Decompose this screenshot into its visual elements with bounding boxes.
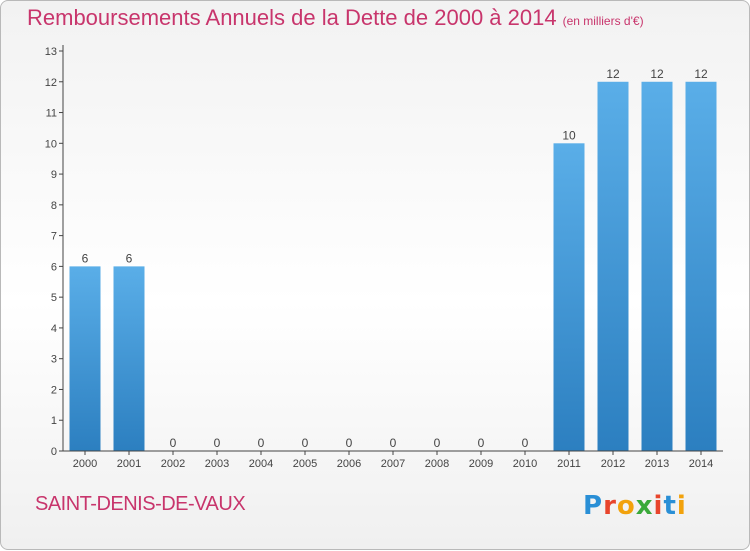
y-tick-label: 3 xyxy=(51,354,57,366)
x-tick-label: 2013 xyxy=(645,458,669,470)
bar-value-label: 12 xyxy=(650,67,664,81)
x-tick-label: 2014 xyxy=(689,458,713,470)
x-tick-label: 2008 xyxy=(425,458,449,470)
bar xyxy=(113,266,145,451)
bar-value-label: 6 xyxy=(126,251,133,265)
y-tick-label: 2 xyxy=(51,384,57,396)
y-tick-label: 4 xyxy=(51,323,57,335)
bar xyxy=(69,266,101,451)
logo-letter: x xyxy=(635,491,654,521)
proxiti-logo: Proxiti xyxy=(583,491,687,521)
logo-letter: o xyxy=(616,491,636,521)
x-tick-label: 2002 xyxy=(161,458,185,470)
bar-value-label: 0 xyxy=(302,436,309,450)
x-tick-label: 2004 xyxy=(249,458,273,470)
x-tick-label: 2006 xyxy=(337,458,361,470)
bar xyxy=(597,81,629,452)
logo-letter: i xyxy=(653,491,664,521)
bar-value-label: 12 xyxy=(606,67,620,81)
x-tick-label: 2005 xyxy=(293,458,317,470)
y-tick-label: 7 xyxy=(51,231,57,243)
bar-value-label: 0 xyxy=(170,436,177,450)
commune-name: SAINT-DENIS-DE-VAUX xyxy=(35,493,246,515)
logo-letter: i xyxy=(676,491,687,521)
bar-value-label: 10 xyxy=(562,128,576,142)
bar-value-label: 0 xyxy=(478,436,485,450)
bar-value-label: 0 xyxy=(258,436,265,450)
y-tick-label: 5 xyxy=(51,292,57,304)
x-tick-label: 2009 xyxy=(469,458,493,470)
bar-value-label: 0 xyxy=(522,436,529,450)
y-tick-label: 8 xyxy=(51,200,57,212)
title-text: Remboursements Annuels de la Dette de 20… xyxy=(27,5,557,30)
unit-label: (en milliers d'€) xyxy=(562,14,644,28)
x-tick-label: 2000 xyxy=(73,458,97,470)
y-tick-label: 0 xyxy=(51,446,57,458)
x-tick-label: 2010 xyxy=(513,458,537,470)
bar xyxy=(685,81,717,452)
logo-letter: r xyxy=(603,491,617,521)
bar-value-label: 0 xyxy=(214,436,221,450)
y-tick-label: 6 xyxy=(51,261,57,273)
y-tick-label: 9 xyxy=(51,169,57,181)
y-tick-label: 11 xyxy=(46,108,57,120)
bar-value-label: 12 xyxy=(694,67,708,81)
x-tick-label: 2001 xyxy=(117,458,141,470)
x-tick-label: 2003 xyxy=(205,458,229,470)
bar-value-label: 0 xyxy=(434,436,441,450)
logo-letter: P xyxy=(583,491,604,521)
x-tick-label: 2011 xyxy=(557,458,581,470)
bar-value-label: 6 xyxy=(82,251,89,265)
x-tick-label: 2007 xyxy=(381,458,405,470)
bar xyxy=(641,81,673,452)
bar xyxy=(553,143,585,452)
y-tick-label: 1 xyxy=(51,415,57,427)
logo-letter: t xyxy=(663,491,677,521)
y-tick-label: 12 xyxy=(45,77,57,89)
bar-value-label: 0 xyxy=(390,436,397,450)
chart-title: Remboursements Annuels de la Dette de 20… xyxy=(27,5,644,31)
y-tick-label: 13 xyxy=(45,46,57,58)
y-tick-label: 10 xyxy=(45,138,57,150)
bar-value-label: 0 xyxy=(346,436,353,450)
x-tick-label: 2012 xyxy=(601,458,625,470)
